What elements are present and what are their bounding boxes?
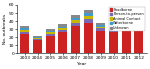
Bar bbox=[84, 13, 93, 16]
Bar bbox=[96, 27, 105, 28]
Bar bbox=[20, 28, 29, 30]
Bar bbox=[58, 27, 68, 28]
Bar bbox=[20, 34, 29, 53]
Bar bbox=[33, 39, 42, 40]
Bar bbox=[58, 24, 68, 27]
Bar bbox=[109, 32, 118, 53]
Bar bbox=[96, 31, 105, 53]
Bar bbox=[71, 23, 80, 26]
Bar bbox=[84, 19, 93, 23]
Bar bbox=[109, 21, 118, 24]
Bar bbox=[134, 28, 144, 31]
Bar bbox=[58, 30, 68, 32]
Bar bbox=[46, 29, 55, 31]
Bar bbox=[109, 24, 118, 27]
Bar bbox=[58, 28, 68, 30]
Bar bbox=[96, 25, 105, 27]
Bar bbox=[84, 23, 93, 53]
Bar bbox=[134, 27, 144, 28]
Bar bbox=[71, 20, 80, 23]
Bar bbox=[96, 28, 105, 31]
Bar bbox=[71, 18, 80, 20]
Bar bbox=[46, 36, 55, 53]
Bar bbox=[71, 15, 80, 18]
Bar bbox=[33, 36, 42, 37]
Bar bbox=[33, 37, 42, 38]
Bar bbox=[122, 14, 131, 17]
Bar bbox=[20, 26, 29, 28]
Bar bbox=[134, 23, 144, 25]
Bar bbox=[109, 29, 118, 32]
Y-axis label: No. outbreaks: No. outbreaks bbox=[3, 14, 8, 44]
Bar bbox=[122, 7, 131, 11]
Bar bbox=[122, 21, 131, 53]
Bar bbox=[84, 10, 93, 13]
Bar bbox=[46, 32, 55, 34]
X-axis label: Year: Year bbox=[77, 62, 86, 66]
Bar bbox=[20, 30, 29, 32]
Bar bbox=[46, 34, 55, 36]
Bar bbox=[122, 11, 131, 14]
Bar bbox=[96, 23, 105, 25]
Bar bbox=[33, 40, 42, 53]
Bar bbox=[134, 31, 144, 53]
Bar bbox=[84, 16, 93, 19]
Bar bbox=[122, 17, 131, 21]
Bar bbox=[134, 25, 144, 27]
Bar bbox=[71, 26, 80, 53]
Bar bbox=[109, 27, 118, 29]
Bar bbox=[33, 38, 42, 39]
Bar bbox=[46, 31, 55, 32]
Legend: Foodborne, Person-to-person, Animal Contact, Waterborne, Unknown: Foodborne, Person-to-person, Animal Cont… bbox=[109, 7, 145, 31]
Bar bbox=[58, 32, 68, 53]
Bar bbox=[20, 32, 29, 34]
